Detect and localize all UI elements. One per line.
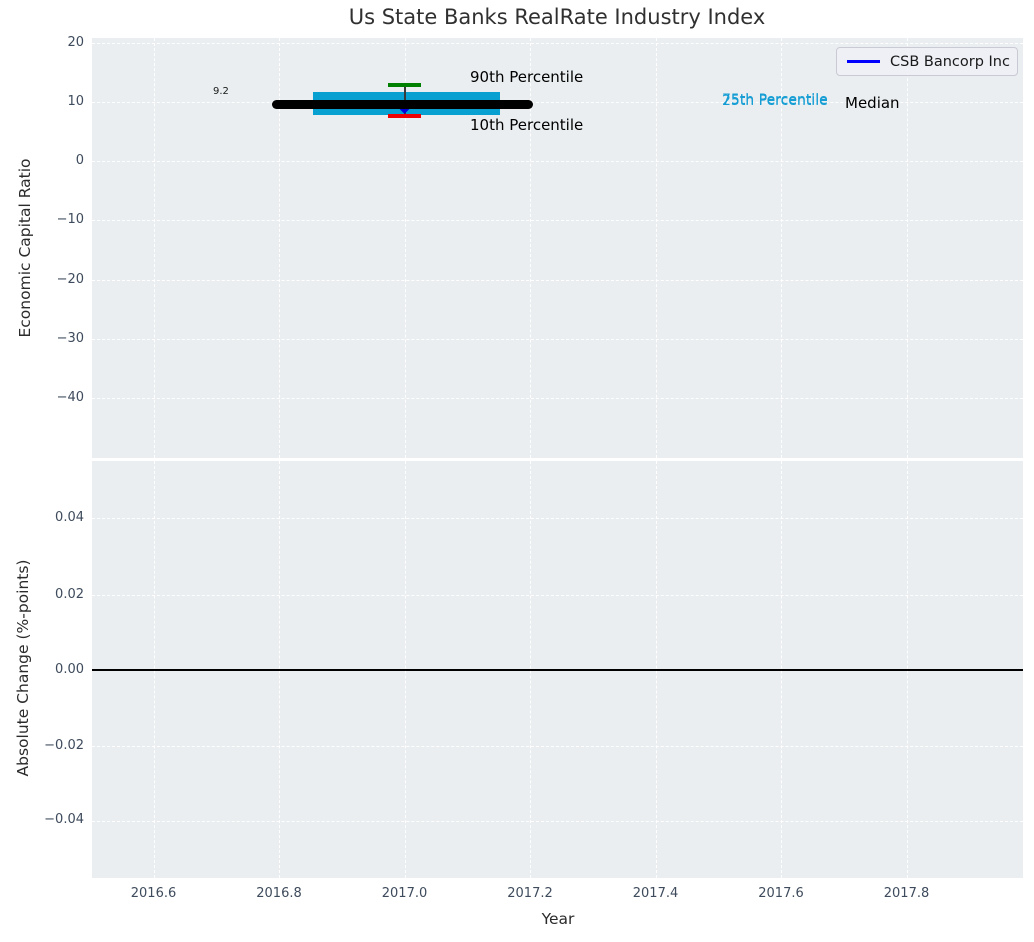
bottom-y-axis-label: Absolute Change (%-points) [14,559,32,777]
top-y-axis-label: Economic Capital Ratio [16,158,34,338]
gridline-v [906,38,908,458]
median-line [272,100,533,109]
ytick-label: −30 [56,331,84,346]
xtick-label: 2017.6 [758,886,804,901]
legend-line-sample [847,60,880,63]
gridline-h [92,518,1023,519]
gridline-h [92,398,1023,399]
xtick-label: 2017.8 [883,886,930,901]
p75-annotation: 75th Percentile [722,92,828,108]
median-annotation: Median [845,94,900,112]
p10-annotation: 10th Percentile [470,116,584,134]
ytick-label: 0.02 [55,587,84,602]
gridline-h [92,745,1023,747]
gridline-v [781,38,782,458]
ytick-label: −10 [56,212,84,227]
gridline-h [92,161,1023,162]
gridline-v [655,38,657,458]
p25-annotation: 25th Percentile [722,93,828,109]
xtick-label: 2016.8 [256,886,302,901]
p90-annotation: 90th Percentile [470,68,584,86]
xtick-label: 2017.4 [632,886,679,901]
ytick-label: 20 [67,35,84,50]
gridline-v [279,38,280,458]
gridline-v [530,38,531,458]
gridline-h [92,43,1023,44]
xtick-label: 2016.6 [130,886,177,901]
zero-reference-line [92,668,1023,671]
gridline-h [92,102,1023,103]
ytick-label: 0.00 [55,662,84,677]
bottom-subplot [92,461,1023,878]
gridline-h [92,339,1023,340]
gridline-h [92,220,1023,221]
xtick-label: 2017.0 [381,886,428,901]
chart-title: Us State Banks RealRate Industry Index [348,5,766,29]
value-annotation: 9.2 [213,86,229,97]
ytick-label: 10 [67,94,84,109]
ytick-label: −0.04 [44,812,84,827]
ytick-label: 0.04 [55,510,84,525]
p90-cap-marker [388,83,421,87]
gridline-h [92,670,1023,671]
x-axis-label: Year [541,910,575,928]
gridline-v [404,38,406,458]
gridline-h [92,594,1023,596]
ytick-label: −20 [56,272,84,287]
xtick-label: 2017.2 [507,886,553,901]
legend-label: CSB Bancorp Inc [890,53,1010,70]
gridline-h [92,280,1023,281]
top-subplot: 9.2 90th Percentile 10th Percentile 75th… [92,38,1023,458]
ytick-label: −0.02 [44,738,84,753]
ytick-label: −40 [56,390,84,405]
gridline-h [92,821,1023,822]
p10-cap-marker [388,114,421,118]
legend-box: CSB Bancorp Inc [836,47,1018,76]
ytick-label: 0 [75,153,84,168]
gridline-v [153,38,155,458]
